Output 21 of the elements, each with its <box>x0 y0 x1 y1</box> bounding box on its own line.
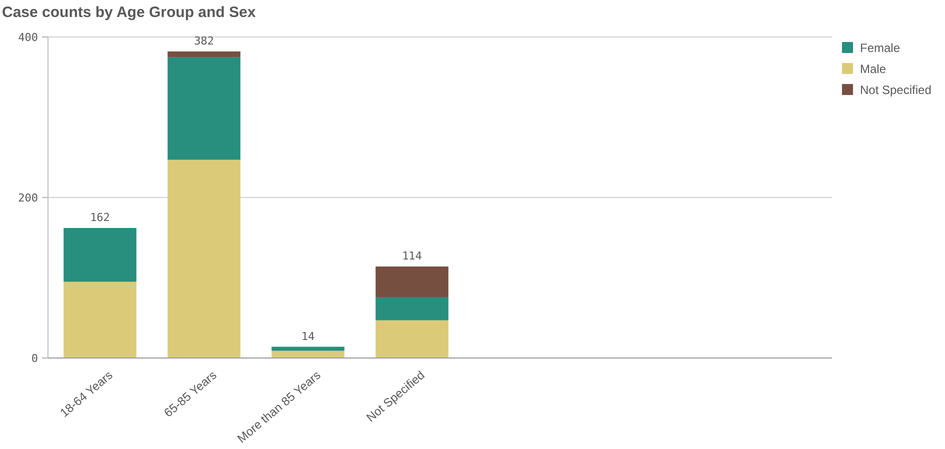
chart-title: Case counts by Age Group and Sex <box>2 4 256 21</box>
total-label: 114 <box>402 250 422 263</box>
bar <box>272 350 344 358</box>
total-label: 14 <box>301 330 315 343</box>
total-label: 162 <box>90 210 110 224</box>
legend-label: Male <box>860 62 886 76</box>
legend-label: Not Specified <box>860 83 932 98</box>
bar <box>272 346 344 351</box>
bar <box>64 228 136 282</box>
bar <box>376 266 448 298</box>
bar <box>168 51 240 58</box>
legend-label: Female <box>860 41 900 56</box>
y-tick-label: 200 <box>18 191 38 204</box>
bar <box>64 282 136 358</box>
y-tick-label: 400 <box>18 30 38 44</box>
bar <box>376 297 448 320</box>
total-label: 382 <box>194 34 214 48</box>
bar <box>168 160 240 358</box>
bar <box>376 320 448 358</box>
y-tick-label: 0 <box>31 352 38 365</box>
bar <box>168 57 240 160</box>
